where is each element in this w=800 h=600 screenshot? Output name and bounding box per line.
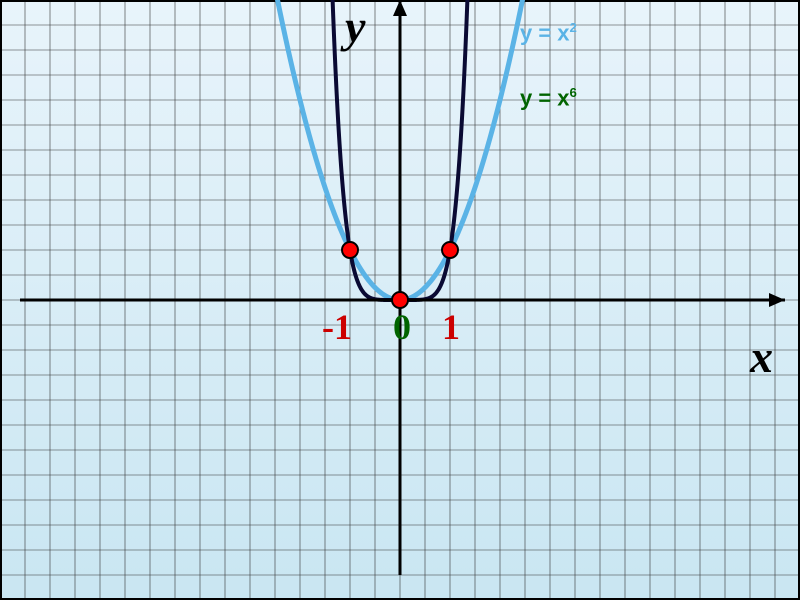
tick-label-zero: 0 — [393, 306, 411, 348]
x-axis-label: x — [750, 330, 773, 383]
chart-container: y x -1 0 1 y = x2 y = x6 — [0, 0, 800, 600]
tick-label-pos1: 1 — [442, 306, 460, 348]
y-axis-label: y — [345, 0, 365, 53]
tick-label-neg1: -1 — [322, 306, 352, 348]
curve-label-x6: y = x6 — [520, 85, 577, 111]
chart-svg — [0, 0, 800, 600]
curve-label-x2: y = x2 — [520, 20, 577, 46]
